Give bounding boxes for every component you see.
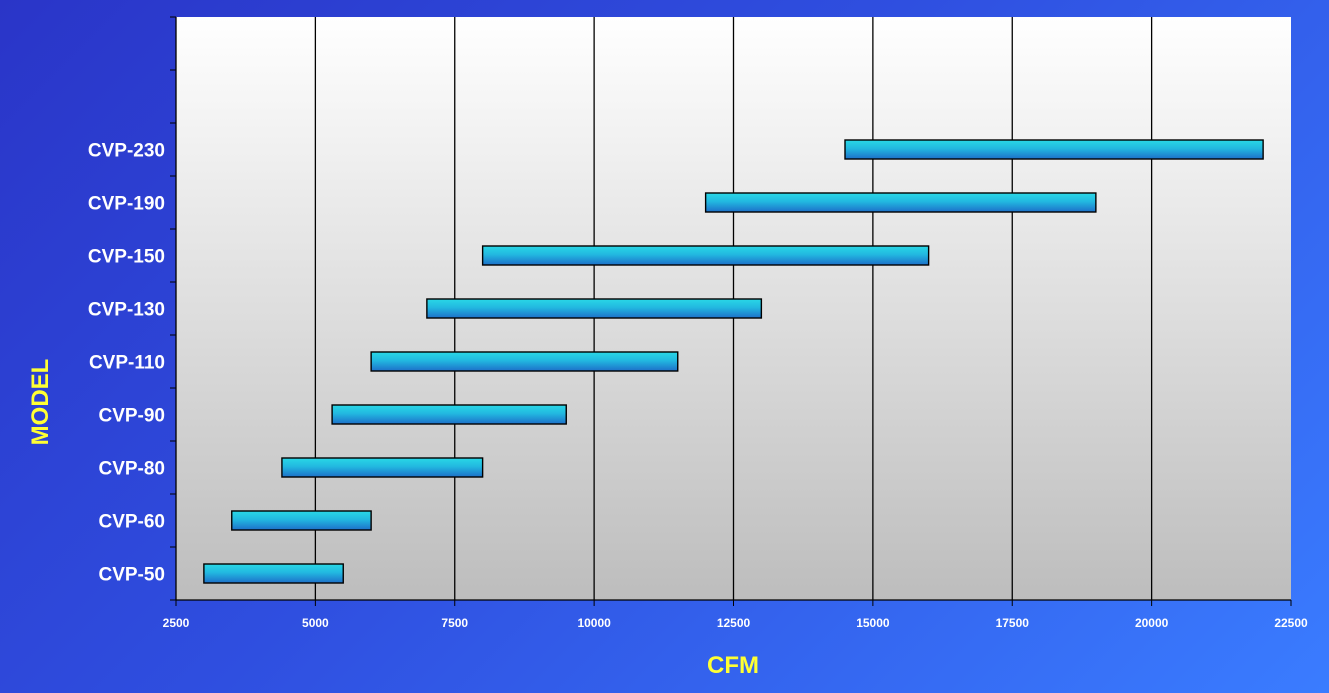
x-tick-label: 12500 (717, 616, 751, 630)
x-tick-label: 5000 (302, 616, 329, 630)
category-label: CVP-90 (98, 406, 165, 427)
y-axis-title: MODEL (27, 359, 54, 446)
x-tick-label: 15000 (856, 616, 890, 630)
category-labels: CVP-50 CVP-60 CVP-80 CVP-90 CVP-110 CVP-130 CV… (88, 141, 165, 586)
x-tick-label: 2500 (163, 616, 190, 630)
x-tick-label: 20000 (1135, 616, 1169, 630)
category-label: CVP-130 (88, 300, 165, 321)
x-tick-label: 17500 (996, 616, 1030, 630)
category-label: CVP-110 (89, 353, 165, 374)
category-label: CVP-60 (98, 512, 165, 533)
range-bar-cvp-190 (704, 192, 1097, 213)
axes (170, 16, 1292, 606)
category-label: CVP-150 (88, 247, 165, 268)
range-bar-cvp-110 (370, 351, 679, 372)
range-bar-cvp-90 (331, 404, 567, 425)
x-tick-labels: 2500 5000 7500 10000 12500 15000 17500 20000 225… (163, 616, 1308, 630)
bars (203, 139, 1264, 584)
range-bar-cvp-50 (203, 563, 344, 584)
category-label: CVP-190 (88, 194, 165, 215)
x-tick-label: 10000 (577, 616, 611, 630)
category-label: CVP-230 (88, 141, 165, 162)
category-label: CVP-80 (98, 459, 165, 480)
category-label: CVP-50 (98, 565, 165, 586)
x-tick-label: 22500 (1274, 616, 1308, 630)
x-tick-label: 7500 (441, 616, 468, 630)
range-bar-cvp-150 (481, 245, 930, 266)
range-bar-cvp-80 (281, 457, 484, 478)
range-bar-cvp-130 (426, 298, 763, 319)
range-bar-cvp-230 (844, 139, 1264, 160)
range-bar-cvp-60 (231, 510, 372, 531)
x-axis-title: CFM (707, 652, 759, 679)
